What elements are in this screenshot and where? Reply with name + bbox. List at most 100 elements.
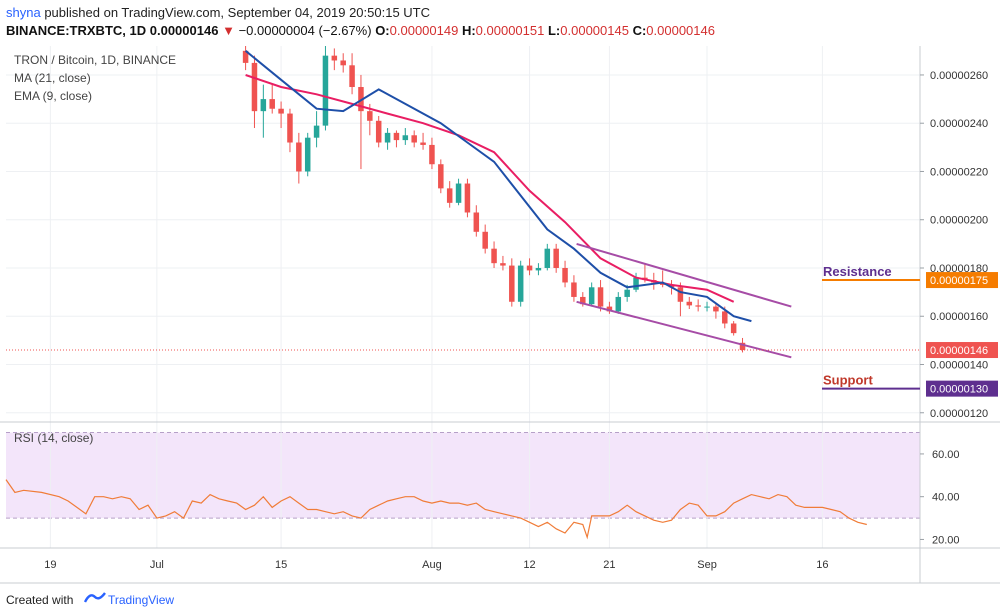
created-with-text: Created with [6,593,74,607]
candle-body [340,60,346,66]
candle-body [349,65,355,88]
candle-body [615,296,622,312]
open-label: O: [375,23,390,38]
time-axis-label: 21 [603,559,615,571]
time-axis-label: 12 [523,559,535,571]
candle-body [553,248,559,268]
open-value: 0.00000149 [389,23,459,38]
candle-body [580,296,586,305]
low-value: 0.00000145 [560,23,629,38]
candle-body [500,263,506,266]
tradingview-brand-link[interactable]: TradingView [108,593,175,607]
candle-body [562,267,568,283]
candle-body [588,287,595,305]
change-arrow-icon: ▼ [222,23,235,38]
publish-line: shyna published on TradingView.com, Sept… [6,5,430,20]
candle-body [633,277,639,290]
channel-lower-line [576,300,792,359]
time-axis-label: 16 [816,559,828,571]
published-text: published on TradingView.com, September … [44,5,430,20]
symbol-line: BINANCE:TRXBTC, 1D 0.00000146 ▼ −0.00000… [6,23,715,38]
last-price-badge [926,342,998,359]
price-axis-label: 0.00000120 [930,408,988,420]
candle-body [491,248,497,264]
low-label: L: [547,23,561,38]
last-price-badge-label: 0.00000146 [930,345,988,357]
price-axis-label: 0.00000180 [930,263,988,275]
candle-body [420,142,426,145]
candle-body [624,289,630,297]
candle-body [411,135,417,143]
last-price-value: 0.00000146 [149,23,219,38]
close-label: C: [632,23,647,38]
channel-upper-line [576,242,792,308]
candle-body [446,188,453,203]
high-label: H: [461,23,476,38]
candle-body [260,99,267,112]
close-value: 0.00000146 [646,23,715,38]
resistance-price-badge [926,272,998,289]
ema-9-line [244,50,752,323]
candle-body [429,144,435,165]
candle-body [304,137,311,172]
candle-body [322,55,329,126]
tradingview-logo-icon [84,592,106,603]
price-axis-label: 0.00000260 [930,70,988,82]
rsi-axis-label: 40.00 [932,492,960,504]
candle-body [597,287,604,307]
resistance-price-badge-label: 0.00000175 [930,275,988,287]
candle-body [251,62,258,112]
rsi-line [5,479,867,540]
candle-body [242,50,249,63]
rsi-axis-label: 60.00 [932,449,960,461]
chart-header: shyna published on TradingView.com, Sept… [0,0,1006,46]
candle-body [722,311,728,324]
candle-body [287,113,293,143]
candle-body [402,135,409,141]
symbol-label: BINANCE:TRXBTC, 1D [6,23,147,38]
footer: Created with TradingView [0,585,1006,615]
candle-body [544,248,551,268]
rsi-band [6,432,920,519]
price-axis-label: 0.00000240 [930,118,988,130]
price-axis-label: 0.00000140 [930,360,988,372]
time-axis-label: Sep [697,559,717,571]
candle-body [517,265,524,302]
rsi-legend: RSI (14, close) [14,431,94,445]
candle-body [713,306,719,312]
high-value: 0.00000151 [475,23,545,38]
time-axis-label: 15 [275,559,287,571]
price-axis-label: 0.00000220 [930,166,988,178]
price-axis-label: 0.00000160 [930,311,988,323]
ma-legend: MA (21, close) [14,71,91,85]
candle-body [296,142,302,172]
candle-body [677,287,684,302]
candle-body [535,267,542,271]
candle-body [509,265,515,302]
candle-body [686,301,693,306]
candle-body [367,111,373,121]
candle-body [695,305,701,307]
candle-body [526,265,533,271]
rsi-axis-label: 20.00 [932,534,960,546]
candle-body [269,99,275,109]
candle-body [704,306,710,308]
candle-body [464,183,471,213]
candle-body [331,55,338,61]
candle-body [571,282,577,297]
candle-body [393,132,400,141]
candle-body [313,125,320,138]
candle-body [455,183,462,203]
support-price-badge [926,380,998,397]
candle-body [278,108,284,114]
resistance-annotation: Resistance [823,264,892,279]
candle-body [482,231,488,249]
candle-body [473,212,480,232]
ema-legend: EMA (9, close) [14,89,93,103]
candle-body [739,342,746,351]
candle-body [438,164,444,189]
candle-body [668,284,675,288]
support-price-badge-label: 0.00000130 [930,384,988,396]
publisher-name[interactable]: shyna [6,5,41,20]
